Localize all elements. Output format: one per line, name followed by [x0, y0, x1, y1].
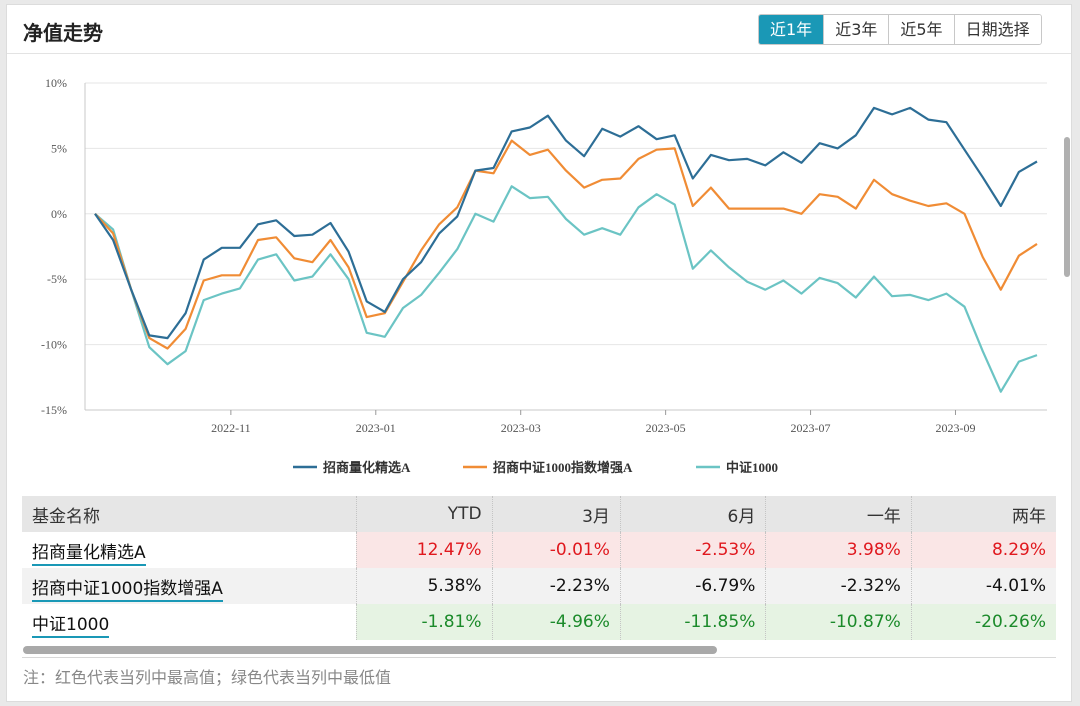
fund-name-link[interactable]: 中证1000 — [32, 614, 110, 638]
table-header-row: 基金名称 YTD 3月 6月 一年 两年 — [22, 496, 1056, 532]
fund-name-link[interactable]: 招商中证1000指数增强A — [32, 578, 223, 602]
col-header-fund-name: 基金名称 — [22, 496, 357, 532]
tab-1y[interactable]: 近1年 — [759, 15, 824, 44]
col-header-6m: 6月 — [619, 496, 766, 532]
return-cell-6m: -2.53% — [619, 532, 766, 568]
period-tabs: 近1年 近3年 近5年 日期选择 — [758, 14, 1042, 45]
legend-item-csi1000-enhanced-label: 招商中证1000指数增强A — [493, 460, 633, 475]
return-cell-3m: -0.01% — [491, 532, 621, 568]
vertical-scrollbar[interactable] — [1063, 55, 1071, 655]
x-tick-label: 2022-11 — [211, 421, 251, 435]
return-cell-2y: -4.01% — [910, 568, 1056, 604]
y-tick-label: -5% — [47, 272, 67, 286]
col-header-3m: 3月 — [491, 496, 621, 532]
col-header-1y: 一年 — [765, 496, 912, 532]
horizontal-scroll-thumb[interactable] — [23, 646, 717, 654]
col-header-ytd: YTD — [355, 496, 493, 532]
x-tick-label: 2023-09 — [935, 421, 975, 435]
x-tick-label: 2023-05 — [646, 421, 686, 435]
x-tick-label: 2023-07 — [791, 421, 831, 435]
return-cell-ytd: 5.38% — [355, 568, 493, 604]
return-cell-6m: -6.79% — [619, 568, 766, 604]
tab-3y[interactable]: 近3年 — [823, 15, 889, 44]
return-cell-1y: -2.32% — [765, 568, 912, 604]
table-bottom-divider — [22, 657, 1056, 658]
fund-name-cell: 招商中证1000指数增强A — [22, 568, 357, 604]
nav-line-chart: 10% 5% 0% -5% -10% -15% 2022-11 2023-01 2023-03 2… — [41, 76, 1047, 475]
x-tick-label: 2023-03 — [501, 421, 541, 435]
vertical-scroll-thumb[interactable] — [1064, 137, 1070, 277]
page-title: 净值走势 — [23, 21, 103, 45]
return-cell-ytd: 12.47% — [355, 532, 493, 568]
return-cell-1y: 3.98% — [765, 532, 912, 568]
return-cell-2y: -20.26% — [910, 604, 1056, 640]
table-row-csi1000-enhanced: 招商中证1000指数增强A 5.38% -2.23% -6.79% -2.32% -4.0… — [22, 568, 1056, 604]
series-line-quant-select — [94, 106, 1038, 340]
return-cell-6m: -11.85% — [619, 604, 766, 640]
fund-name-cell: 中证1000 — [22, 604, 356, 640]
legend-item-quant-select-label: 招商量化精选A — [323, 460, 411, 475]
header-divider — [7, 53, 1071, 54]
color-note: 注：红色代表当列中最高值；绿色代表当列中最低值 — [23, 668, 392, 687]
table-row-csi1000: 中证1000 -1.81% -4.96% -11.85% -10.87% -20.26% — [22, 604, 1056, 640]
series-line-csi1000-enhanced — [94, 139, 1038, 350]
tab-date-select[interactable]: 日期选择 — [953, 15, 1041, 44]
return-cell-3m: -2.23% — [491, 568, 621, 604]
y-tick-label: 5% — [51, 141, 67, 155]
y-tick-label: -10% — [41, 338, 67, 352]
y-tick-label: -15% — [41, 403, 67, 417]
x-tick-label: 2023-01 — [356, 421, 396, 435]
table-row-quant-select: 招商量化精选A 12.47% -0.01% -2.53% 3.98% 8.29% — [22, 532, 1056, 568]
tab-5y[interactable]: 近5年 — [888, 15, 954, 44]
y-tick-label: 0% — [51, 207, 67, 221]
fund-name-link[interactable]: 招商量化精选A — [32, 542, 146, 566]
return-cell-3m: -4.96% — [491, 604, 621, 640]
fund-name-cell: 招商量化精选A — [22, 532, 356, 568]
return-cell-2y: 8.29% — [910, 532, 1056, 568]
return-cell-1y: -10.87% — [765, 604, 912, 640]
legend-item-csi1000-label: 中证1000 — [726, 460, 778, 475]
y-tick-label: 10% — [45, 76, 67, 90]
col-header-2y: 两年 — [910, 496, 1056, 532]
nav-trend-card: 净值走势 近1年 近3年 近5年 日期选择 10% 5% 0% -5% -10% -15%… — [6, 4, 1072, 702]
return-cell-ytd: -1.81% — [355, 604, 493, 640]
series-line-csi1000 — [94, 185, 1038, 393]
performance-table: 基金名称 YTD 3月 6月 一年 两年 招商量化精选A 12.47% -0.01%… — [22, 496, 1056, 640]
